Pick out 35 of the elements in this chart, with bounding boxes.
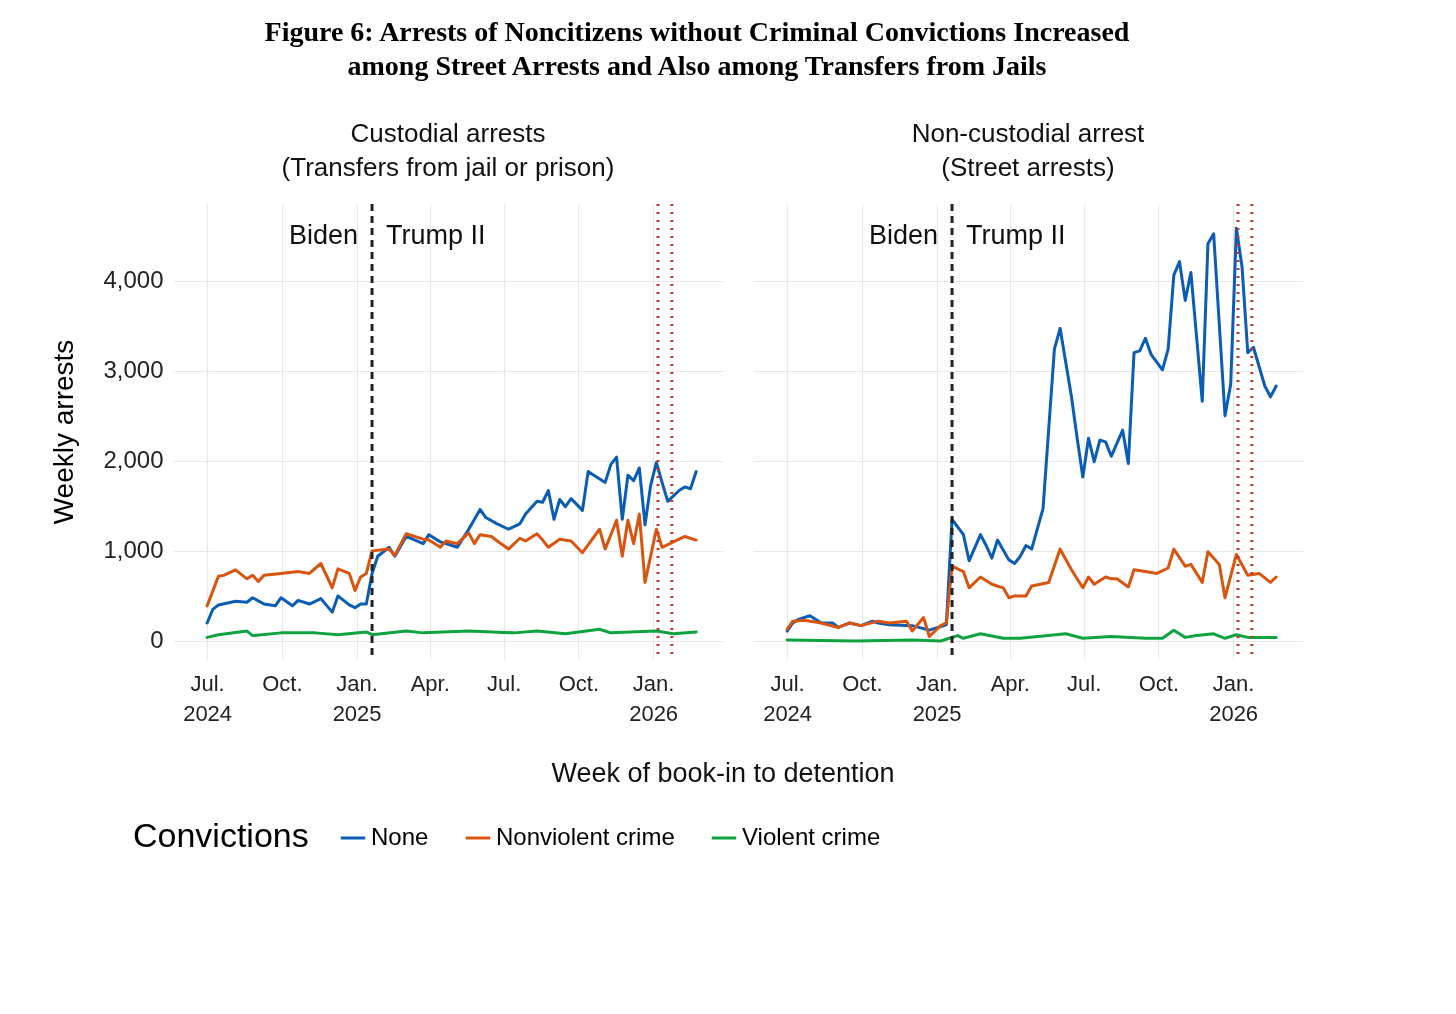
x-tick-label: Oct.: [1138, 670, 1180, 696]
y-tick-label: 3,000: [103, 356, 164, 384]
annotation: Biden: [868, 220, 939, 250]
x-tick-label: Oct.: [842, 670, 883, 696]
chart-subtitle: Custodial arrests (Transfers from jail or prison): [281, 117, 615, 182]
line-series: [205, 455, 698, 625]
x-tick-label: Jan. 2025: [912, 670, 962, 726]
x-tick-label: Apr.: [990, 670, 1030, 696]
annotation: Biden: [288, 220, 359, 250]
y-tick-label: 0: [150, 626, 164, 654]
legend-label: None: [371, 823, 429, 850]
x-tick-label: Jul.: [487, 670, 522, 696]
legend-title: Convictions: [133, 816, 309, 854]
annotation: Trump II: [966, 220, 1066, 250]
x-axis-title: Week of book-in to detention: [551, 758, 895, 788]
x-tick-label: Jan. 2025: [332, 670, 382, 726]
y-tick-label: 1,000: [103, 536, 164, 564]
x-tick-label: Oct.: [262, 670, 303, 696]
x-tick-label: Jul.: [1067, 670, 1102, 696]
x-tick-label: Jan. 2026: [629, 670, 679, 726]
x-tick-label: Apr.: [410, 670, 450, 696]
y-tick-label: 4,000: [103, 266, 164, 294]
line-series: [205, 627, 698, 639]
annotation: Trump II: [386, 220, 486, 250]
legend-label: Violent crime: [742, 823, 881, 850]
x-tick-label: Jan. 2026: [1209, 670, 1259, 726]
x-tick-label: Jul. 2024: [763, 670, 813, 726]
line-series: [205, 512, 698, 608]
x-tick-label: Oct.: [558, 670, 600, 696]
y-axis-title: Weekly arrests: [48, 339, 80, 525]
y-tick-label: 2,000: [103, 446, 164, 474]
x-tick-label: Jul. 2024: [183, 670, 233, 726]
legend-label: Nonviolent crime: [496, 823, 675, 850]
chart-subtitle: Non-custodial arrest (Street arrests): [911, 117, 1146, 182]
chart-title: Figure 6: Arrests of Noncitizens without Criminal Convictions Increased among Street Arrests and Also among Transfers from Jails: [264, 15, 1130, 81]
